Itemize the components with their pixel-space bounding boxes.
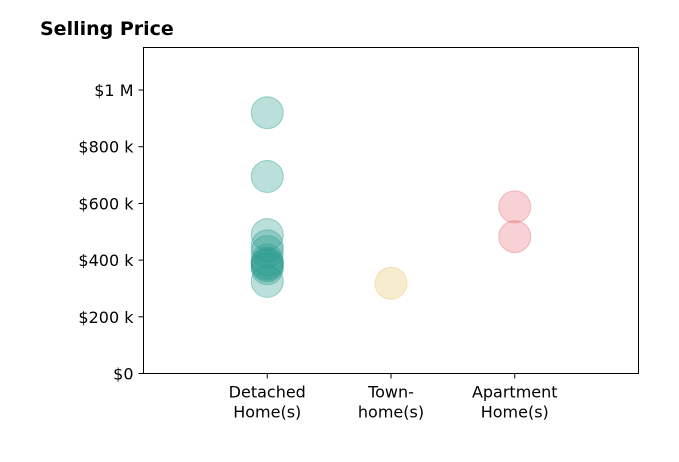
y-tick-label: $600 k [78,194,134,213]
scatter-point [498,220,532,254]
y-tick-label: $200 k [78,308,134,327]
scatter-point [250,159,284,193]
x-tick-label: home(s) [358,403,424,422]
x-tick-label: Home(s) [233,403,301,422]
scatter-point [250,247,284,281]
plot-frame [143,47,639,374]
x-tick-label: Home(s) [481,403,549,422]
scatter-point [250,252,284,286]
scatter-point [250,264,284,298]
scatter-point [250,229,284,263]
scatter-point [250,96,284,130]
y-tick-label: $800 k [78,138,134,157]
y-tick-label: $0 [113,365,133,384]
scatter-point [250,246,284,280]
scatter-point [374,266,408,300]
x-tick-label: Apartment [472,383,558,402]
scatter-point [250,243,284,277]
x-axis: DetachedHome(s)Town-home(s)ApartmentHome… [229,373,558,422]
x-tick-label: Detached [229,383,306,402]
chart-title: Selling Price [40,18,174,40]
scatter-point [498,190,532,224]
y-tick-label: $400 k [78,251,134,270]
scatter-point [250,249,284,283]
x-tick-label: Town- [367,383,414,402]
plot-area [250,96,532,300]
scatter-point [250,218,284,252]
y-axis: $0 $200 k $400 k $600 k $800 k $1 M [78,81,144,384]
y-tick-label: $1 M [94,81,133,100]
scatter-point [250,235,284,269]
